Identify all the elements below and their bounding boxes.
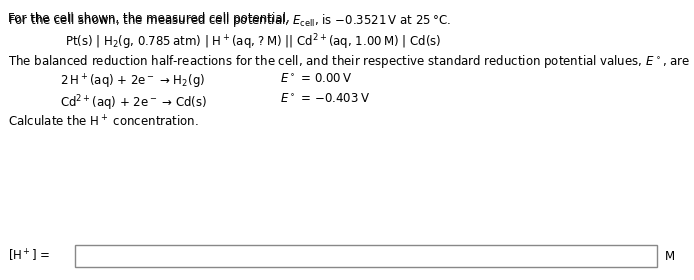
Text: [H$^+$] =: [H$^+$] = [8, 248, 51, 264]
Text: For the cell shown, the measured cell potential, $E_\mathrm{cell}$, is −0.3521 V: For the cell shown, the measured cell po… [8, 12, 451, 29]
Text: M: M [665, 249, 675, 263]
Bar [75, 245, 657, 267]
Text: Pt(s) | H$_2$(g, 0.785 atm) | H$^+$(aq, ? M) || Cd$^{2+}$(aq, 1.00 M) | Cd(s): Pt(s) | H$_2$(g, 0.785 atm) | H$^+$(aq, … [65, 32, 441, 52]
Text: For the cell shown, the measured cell potential,: For the cell shown, the measured cell po… [8, 12, 294, 25]
Text: $E^\circ$ = −0.403 V: $E^\circ$ = −0.403 V [280, 93, 370, 106]
Text: 2 H$^+$(aq) + 2e$^-$ → H$_2$(g): 2 H$^+$(aq) + 2e$^-$ → H$_2$(g) [60, 73, 205, 91]
Text: Calculate the H$^+$ concentration.: Calculate the H$^+$ concentration. [8, 114, 198, 129]
Text: Cd$^{2+}$(aq) + 2e$^-$ → Cd(s): Cd$^{2+}$(aq) + 2e$^-$ → Cd(s) [60, 93, 208, 113]
Text: The balanced reduction half-reactions for the cell, and their respective standar: The balanced reduction half-reactions fo… [8, 53, 691, 70]
Text: $E^\circ$ = 0.00 V: $E^\circ$ = 0.00 V [280, 73, 353, 86]
